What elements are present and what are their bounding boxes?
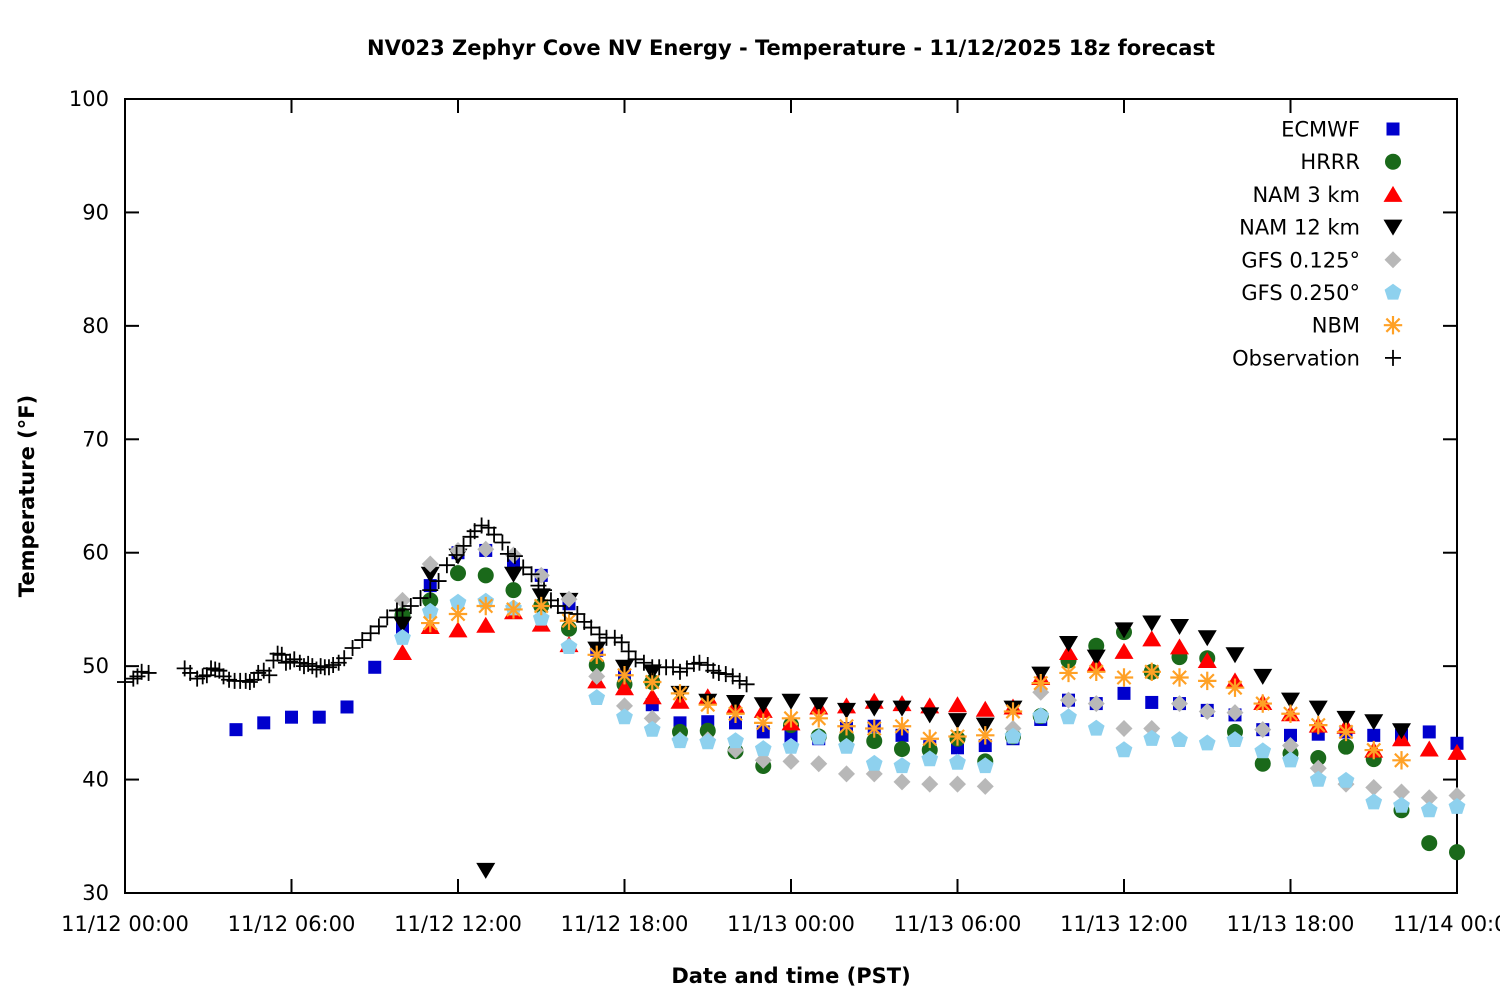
legend-item-hrrr: HRRR: [1300, 150, 1401, 174]
pentagon-icon: [1384, 283, 1402, 300]
legend-label: NBM: [1312, 314, 1360, 338]
x-tick-label-5: 11/13 06:00: [894, 912, 1022, 936]
diamond-icon: [1384, 251, 1402, 269]
legend-label: NAM 12 km: [1239, 216, 1360, 240]
asterisk-icon: [1383, 316, 1403, 335]
y-tick-label-2: 50: [82, 654, 109, 678]
y-tick-label-4: 70: [82, 427, 109, 451]
legend-item-observation: Observation: [1232, 346, 1401, 370]
legend-label: HRRR: [1300, 150, 1360, 174]
x-tick-label-8: 11/14 00:00: [1393, 912, 1500, 936]
legend-label: GFS 0.125°: [1241, 248, 1360, 272]
y-tick-label-6: 90: [82, 200, 109, 224]
circle-icon: [1385, 153, 1401, 170]
x-tick-label-1: 11/12 06:00: [228, 912, 356, 936]
plus-icon: [1385, 349, 1401, 366]
x-tick-label-3: 11/12 18:00: [561, 912, 689, 936]
y-axis-label: Temperature (°F): [15, 395, 39, 597]
series-observation: [117, 517, 755, 693]
y-tick-label-7: 100: [69, 87, 109, 111]
y-tick-label-5: 80: [82, 314, 109, 338]
legend-item-nbm: NBM: [1312, 314, 1403, 338]
legend-label: NAM 3 km: [1252, 183, 1360, 207]
series-gfs-0-125: [394, 540, 1466, 807]
legend-label: ECMWF: [1281, 118, 1360, 142]
x-tick-label-2: 11/12 12:00: [394, 912, 522, 936]
square-icon: [1386, 122, 1400, 136]
legend-label: Observation: [1232, 346, 1360, 370]
legend-item-gfs-0-125: GFS 0.125°: [1241, 248, 1402, 272]
x-axis-label: Date and time (PST): [671, 964, 910, 988]
x-tick-label-0: 11/12 00:00: [61, 912, 189, 936]
x-tick-label-4: 11/13 00:00: [727, 912, 855, 936]
series-gfs-0-250: [394, 592, 1466, 818]
legend-item-nam-12-km: NAM 12 km: [1239, 216, 1403, 240]
legend-item-gfs-0-250: GFS 0.250°: [1241, 281, 1402, 305]
legend-label: GFS 0.250°: [1241, 281, 1360, 305]
x-tick-label-7: 11/13 18:00: [1227, 912, 1355, 936]
series-nam-12-km: [393, 548, 1411, 879]
triangle-down-icon: [1383, 219, 1403, 236]
y-tick-label-3: 60: [82, 541, 109, 565]
legend-item-nam-3-km: NAM 3 km: [1252, 183, 1403, 207]
x-tick-label-6: 11/13 12:00: [1060, 912, 1188, 936]
y-tick-label-0: 30: [82, 881, 109, 905]
legend-item-ecmwf: ECMWF: [1281, 118, 1400, 142]
legend: ECMWF HRRR NAM 3 km NAM 12 km GFS 0.125° GFS …: [1232, 118, 1403, 370]
y-tick-label-1: 40: [82, 768, 109, 792]
series-nbm: [421, 596, 1411, 770]
triangle-up-icon: [1383, 185, 1403, 202]
chart-title: NV023 Zephyr Cove NV Energy - Temperatur…: [367, 36, 1215, 60]
